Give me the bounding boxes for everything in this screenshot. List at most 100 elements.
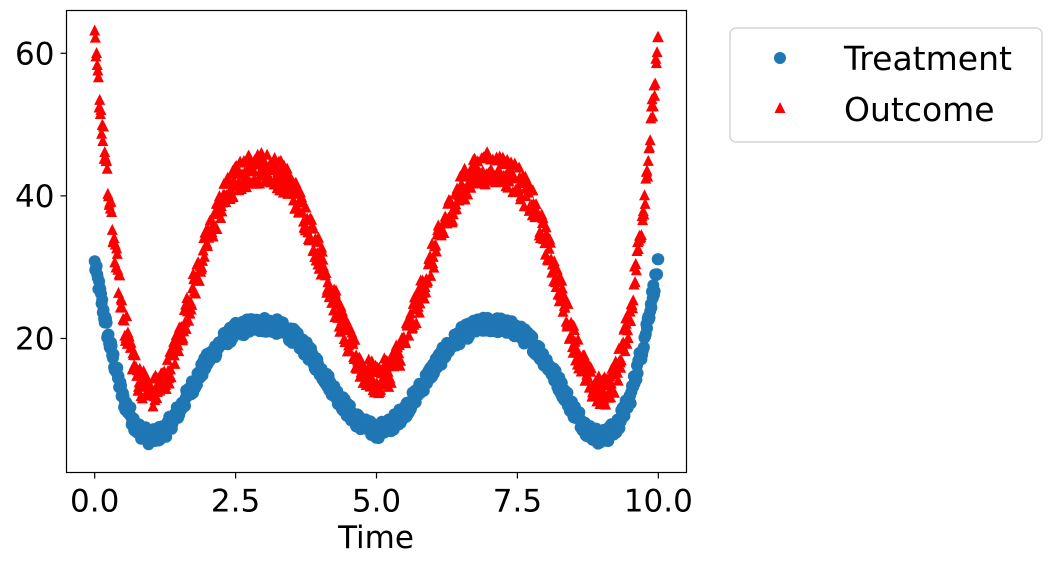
outcome-point (612, 374, 624, 386)
outcome-point (462, 188, 474, 200)
outcome-point (316, 245, 328, 257)
treatment-point (645, 301, 658, 314)
x-tick-label: 5.0 (352, 484, 401, 520)
y-axis: 20 40 60 (15, 36, 67, 357)
outcome-point (92, 71, 104, 83)
legend-frame (729, 27, 1043, 143)
outcome-point (625, 314, 637, 326)
outcome-point (193, 274, 205, 286)
series-outcome (89, 24, 664, 412)
outcome-point (106, 223, 118, 235)
outcome-point (165, 371, 177, 383)
outcome-point (198, 250, 210, 262)
outcome-point (600, 398, 612, 410)
outcome-point (652, 31, 664, 43)
outcome-point (89, 31, 101, 43)
outcome-point (216, 205, 228, 217)
outcome-point (630, 264, 642, 276)
outcome-point (89, 24, 101, 36)
outcome-point (430, 245, 442, 257)
outcome-point (650, 52, 662, 64)
outcome-point (608, 386, 620, 398)
treatment-point (624, 397, 637, 410)
outcome-point (622, 332, 634, 344)
outcome-point (522, 176, 534, 188)
outcome-point (428, 261, 440, 273)
outcome-point (313, 231, 325, 243)
outcome-point (651, 46, 663, 58)
outcome-point (281, 162, 293, 174)
outcome-point (605, 377, 617, 389)
outcome-point (627, 294, 639, 306)
outcome-point (544, 236, 556, 248)
x-tick-label: 2.5 (211, 484, 260, 520)
outcome-point (635, 229, 647, 241)
outcome-point (639, 197, 651, 209)
data-marks (88, 24, 665, 451)
outcome-point (647, 100, 659, 112)
outcome-point (639, 189, 651, 201)
treatment-point (648, 285, 661, 298)
outcome-point (438, 226, 450, 238)
outcome-point (207, 230, 219, 242)
outcome-point (550, 281, 562, 293)
outcome-point (306, 213, 318, 225)
treatment-point (526, 330, 539, 343)
outcome-point (125, 336, 137, 348)
outcome-point (430, 239, 442, 251)
treatment-point (124, 401, 137, 414)
outcome-point (410, 317, 422, 329)
outcome-point (615, 361, 627, 373)
outcome-point (400, 337, 412, 349)
outcome-point (649, 77, 661, 89)
outcome-point (317, 253, 329, 265)
outcome-point (540, 221, 552, 233)
outcome-point (211, 222, 223, 234)
outcome-point (129, 349, 141, 361)
outcome-point (513, 161, 525, 173)
treatment-point (637, 341, 650, 354)
y-tick-label: 40 (15, 179, 54, 215)
outcome-point (227, 191, 239, 203)
outcome-point (543, 242, 555, 254)
outcome-point (151, 392, 163, 404)
treatment-point (631, 367, 644, 380)
outcome-point (330, 284, 342, 296)
legend-marker-treatment (774, 52, 786, 64)
outcome-point (183, 314, 195, 326)
outcome-point (106, 206, 118, 218)
outcome-point (116, 301, 128, 313)
outcome-point (177, 332, 189, 344)
legend: Treatment Outcome (729, 27, 1043, 143)
outcome-point (530, 198, 542, 210)
outcome-point (619, 345, 631, 357)
outcome-point (641, 164, 653, 176)
y-tick-label: 20 (15, 321, 54, 357)
outcome-point (290, 176, 302, 188)
outcome-point (371, 377, 383, 389)
outcome-point (322, 276, 334, 288)
x-axis: 0.0 2.5 5.0 7.5 10.0 (70, 472, 693, 520)
outcome-point (413, 306, 425, 318)
outcome-point (94, 93, 106, 105)
outcome-point (261, 148, 273, 160)
outcome-point (425, 269, 437, 281)
outcome-point (320, 266, 332, 278)
outcome-point (108, 232, 120, 244)
outcome-point (622, 324, 634, 336)
y-tick-label: 60 (15, 36, 54, 72)
outcome-point (534, 226, 546, 238)
outcome-point (638, 208, 650, 220)
treatment-point (100, 316, 113, 329)
outcome-point (186, 298, 198, 310)
outcome-point (385, 376, 397, 388)
outcome-point (92, 64, 104, 76)
outcome-point (243, 149, 255, 161)
outcome-point (556, 274, 568, 286)
outcome-point (615, 354, 627, 366)
outcome-point (632, 242, 644, 254)
outcome-point (393, 347, 405, 359)
outcome-point (97, 134, 109, 146)
outcome-point (420, 286, 432, 298)
